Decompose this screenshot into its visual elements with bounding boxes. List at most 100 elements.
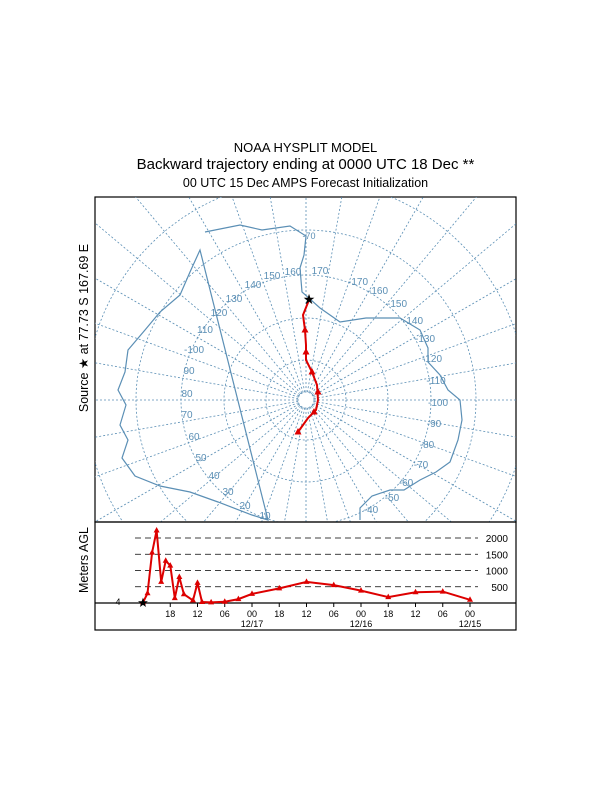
meridian-line — [308, 197, 381, 393]
height-marker — [439, 588, 446, 594]
longitude-label: -130 — [415, 334, 435, 345]
height-marker — [189, 596, 196, 603]
meridian-line — [309, 406, 377, 522]
height-marker — [208, 598, 215, 605]
height-marker — [176, 573, 183, 579]
meridian-line — [95, 222, 301, 396]
x-tick-label: 06 — [220, 609, 230, 619]
trajectory-marker — [294, 428, 302, 435]
meridian-line — [308, 407, 351, 522]
height-marker — [235, 595, 242, 602]
height-marker — [249, 590, 255, 596]
longitude-label: 50 — [195, 453, 207, 464]
meridian-line — [313, 400, 516, 438]
meridian-line — [313, 362, 516, 400]
latitude-label: -70 — [302, 231, 315, 241]
trajectory-marker — [302, 348, 310, 355]
height-marker — [330, 581, 337, 588]
longitude-label: -50 — [385, 493, 400, 504]
longitude-label: -80 — [420, 440, 435, 451]
meridian-line — [306, 407, 328, 522]
reference-label: 1000 — [486, 567, 509, 578]
x-tick-label: 00 — [465, 609, 475, 619]
height-marker — [162, 557, 169, 563]
height-marker — [171, 594, 178, 601]
meridian-line — [235, 406, 303, 522]
height-marker — [194, 579, 201, 585]
reference-label: 500 — [491, 583, 508, 594]
meridian-line — [95, 277, 300, 397]
longitude-label: -150 — [387, 299, 407, 310]
longitude-label: -90 — [427, 419, 442, 430]
meridian-line — [312, 278, 516, 397]
x-tick-label: 12 — [410, 609, 420, 619]
trajectory-markers — [294, 326, 322, 435]
x-tick-label: 18 — [165, 609, 175, 619]
start-height-label: 4 — [115, 597, 120, 607]
meridian-line — [95, 403, 300, 522]
start-star-icon: ★ — [137, 595, 149, 610]
height-marker — [158, 578, 165, 584]
longitude-label: -60 — [399, 478, 414, 489]
longitude-label: 150 — [264, 271, 281, 282]
longitude-label: 60 — [188, 432, 200, 443]
trajectory-marker — [308, 368, 316, 375]
height-marker — [144, 589, 151, 596]
height-marker — [153, 527, 160, 533]
meridian-line — [135, 197, 302, 395]
chart-subtitle-2: 00 UTC 15 Dec AMPS Forecast Initializati… — [182, 176, 429, 190]
height-marker — [221, 598, 228, 604]
chart-subtitle: Backward trajectory ending at 0000 UTC 1… — [136, 156, 475, 173]
meridian-line — [95, 322, 299, 398]
meridian-line — [310, 405, 409, 522]
x-tick-label: 18 — [383, 609, 393, 619]
height-series-line — [142, 530, 471, 604]
x-tick-label: 00 — [247, 609, 257, 619]
longitude-label: -70 — [414, 460, 429, 471]
height-marker — [199, 598, 206, 605]
latitude-circle — [297, 391, 315, 409]
height-marker — [303, 578, 310, 584]
meridian-line — [284, 407, 306, 522]
height-marker — [358, 587, 364, 593]
height-marker — [149, 549, 156, 555]
meridian-line — [269, 197, 306, 393]
meridian-line — [312, 403, 516, 522]
reference-label: 1500 — [486, 550, 509, 561]
longitude-label: -160 — [368, 286, 388, 297]
meridian-line — [306, 197, 343, 393]
x-tick-label: 06 — [329, 609, 339, 619]
height-reference-lines: 2000 1500 1000 500 — [135, 534, 508, 594]
reference-label: 2000 — [486, 534, 509, 545]
x-tick-label: 12 — [301, 609, 311, 619]
meridian-line — [95, 362, 299, 400]
x-tick-label: 00 — [356, 609, 366, 619]
height-markers — [140, 527, 473, 605]
height-marker — [140, 598, 146, 605]
height-marker — [385, 593, 392, 600]
meridian-line — [188, 197, 303, 394]
meridian-line — [231, 197, 304, 393]
meridian-line — [311, 223, 516, 396]
height-marker — [412, 588, 419, 595]
chart-title: NOAA HYSPLIT MODEL — [233, 140, 378, 155]
meridian-line — [95, 402, 299, 478]
longitude-label: 30 — [222, 487, 234, 498]
trajectory-marker — [310, 408, 318, 415]
meridian-line — [313, 323, 516, 398]
longitude-label: 120 — [211, 308, 228, 319]
longitude-label: -100 — [184, 345, 204, 356]
longitude-label: -140 — [403, 316, 423, 327]
x-tick-label: 06 — [438, 609, 448, 619]
trajectory-marker — [301, 326, 309, 333]
x-date-label: 12/15 — [459, 619, 482, 629]
source-star-icon: ★ — [303, 291, 316, 307]
height-marker — [276, 584, 283, 591]
longitude-label: 80 — [181, 389, 193, 400]
longitude-label: 40 — [208, 471, 220, 482]
longitude-label: -100 — [428, 398, 448, 409]
longitude-label: 130 — [226, 294, 243, 305]
longitude-label: -110 — [426, 376, 446, 387]
